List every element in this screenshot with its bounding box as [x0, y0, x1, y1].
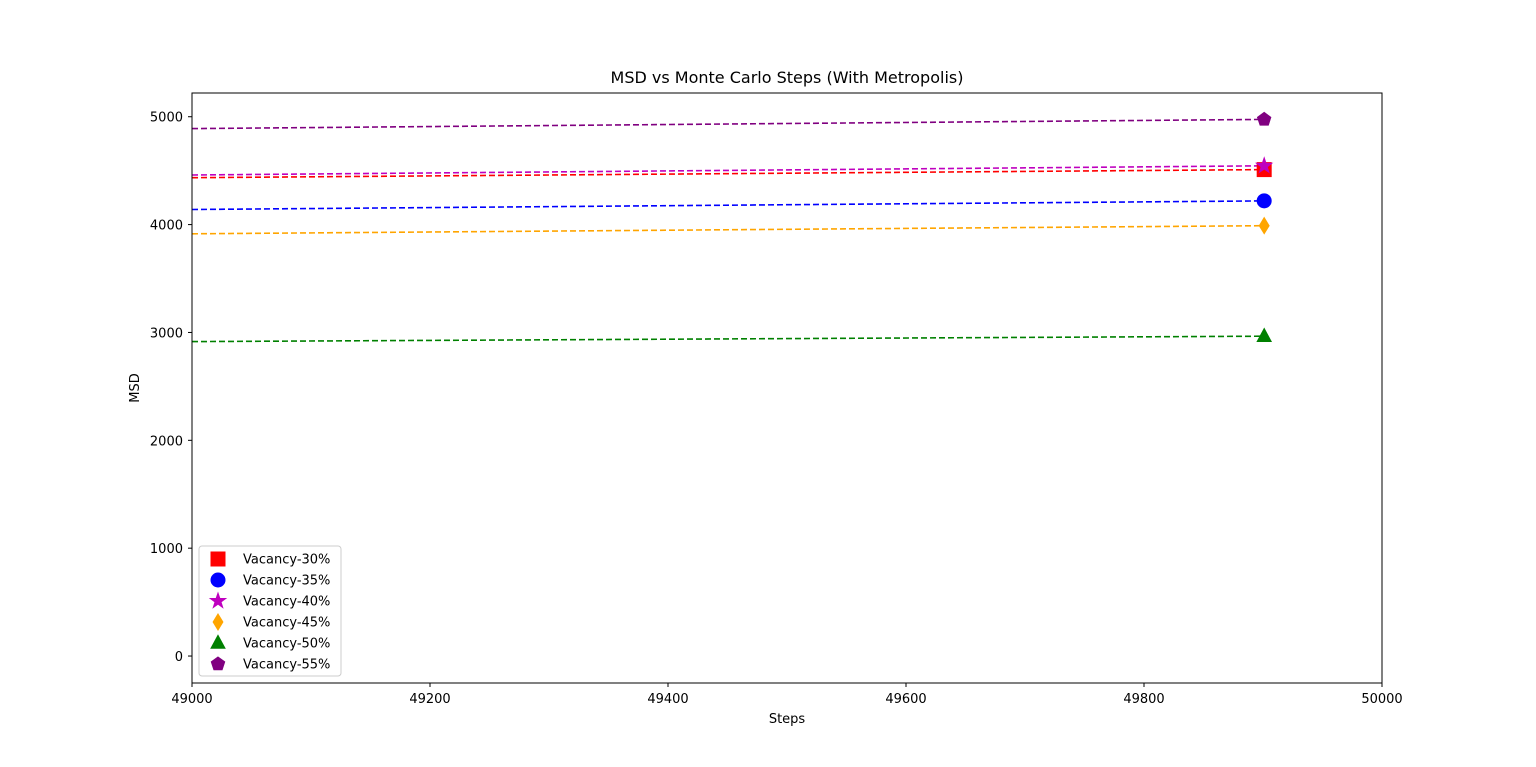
x-axis: 49000 49200 49400 49600 49800 50000 — [171, 683, 1403, 707]
x-tick-label: 49600 — [885, 692, 926, 707]
series-marker — [1258, 216, 1270, 235]
legend-items: Vacancy-30% Vacancy-35% Vacancy-40% Vacancy… — [208, 551, 330, 673]
plot-frame — [191, 92, 1383, 684]
legend-marker — [210, 634, 226, 649]
y-tick-label: 2000 — [150, 434, 183, 449]
x-tick-label: 50000 — [1361, 692, 1402, 707]
y-tick-label: 1000 — [150, 542, 183, 557]
legend-marker — [210, 572, 226, 588]
x-tick-label: 49800 — [1123, 692, 1164, 707]
series-line — [191, 168, 1265, 179]
y-tick-label: 3000 — [150, 326, 183, 341]
x-axis-label: Steps — [769, 712, 806, 727]
series-line — [191, 335, 1265, 343]
legend-label: Vacancy-45% — [243, 616, 330, 631]
series-marker — [1254, 156, 1274, 174]
y-axis-label: MSD — [128, 373, 143, 402]
legend-label: Vacancy-35% — [243, 574, 330, 589]
legend-marker — [212, 613, 224, 631]
series-line — [191, 200, 1265, 211]
legend-label: Vacancy-40% — [243, 595, 330, 610]
series-layer — [191, 118, 1265, 343]
legend-frame — [198, 545, 342, 677]
y-axis: 0 1000 2000 3000 4000 5000 — [150, 111, 192, 665]
legend-label: Vacancy-30% — [243, 553, 330, 568]
series-line — [191, 224, 1265, 235]
legend-marker — [208, 591, 228, 609]
chart-title: MSD vs Monte Carlo Steps (With Metropoli… — [611, 68, 964, 87]
legend-marker — [210, 656, 226, 671]
series-marker — [1256, 111, 1272, 126]
y-tick-label: 4000 — [150, 219, 183, 234]
y-tick-label: 0 — [175, 650, 183, 665]
legend-label: Vacancy-55% — [243, 658, 330, 673]
x-tick-label: 49200 — [409, 692, 450, 707]
marker-layer — [1254, 111, 1274, 342]
series-marker — [1256, 327, 1273, 342]
x-tick-label: 49400 — [647, 692, 688, 707]
series-marker — [1256, 193, 1272, 209]
y-tick-label: 5000 — [150, 111, 183, 126]
x-tick-label: 49000 — [171, 692, 212, 707]
series-line — [191, 165, 1265, 176]
legend: Vacancy-30% Vacancy-35% Vacancy-40% Vacancy… — [198, 545, 342, 677]
legend-label: Vacancy-50% — [243, 637, 330, 652]
legend-marker — [210, 551, 226, 567]
series-line — [191, 118, 1265, 130]
